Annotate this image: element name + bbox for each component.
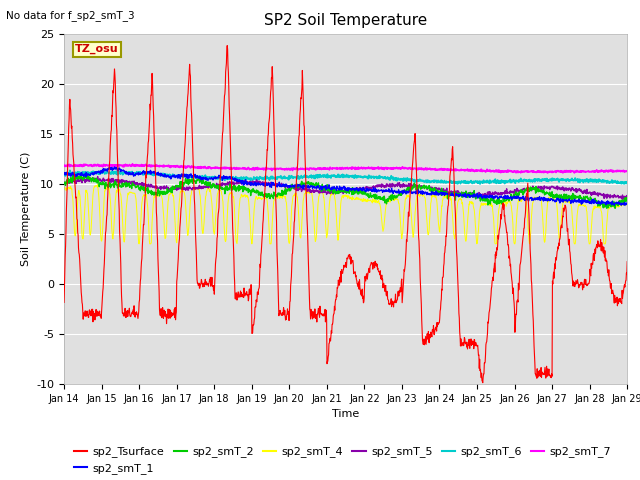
Title: SP2 Soil Temperature: SP2 Soil Temperature — [264, 13, 428, 28]
X-axis label: Time: Time — [332, 409, 359, 419]
Y-axis label: Soil Temperature (C): Soil Temperature (C) — [20, 152, 31, 266]
Text: No data for f_sp2_smT_3: No data for f_sp2_smT_3 — [6, 10, 135, 21]
Text: TZ_osu: TZ_osu — [76, 44, 119, 54]
Legend: sp2_Tsurface, sp2_smT_1, sp2_smT_2, sp2_smT_4, sp2_smT_5, sp2_smT_6, sp2_smT_7: sp2_Tsurface, sp2_smT_1, sp2_smT_2, sp2_… — [70, 442, 616, 479]
